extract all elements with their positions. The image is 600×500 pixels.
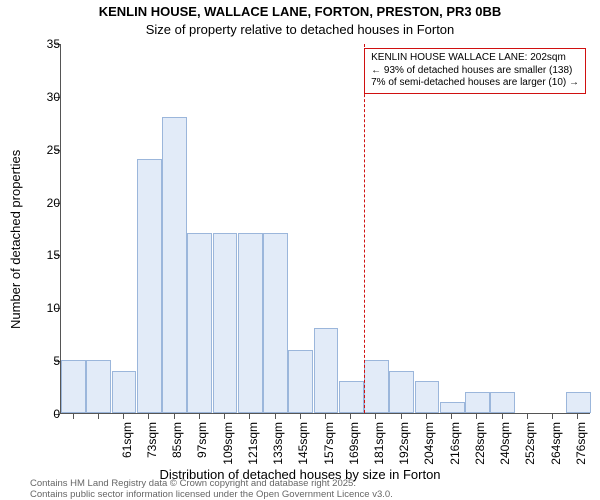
x-tick xyxy=(123,414,124,419)
bar xyxy=(213,233,238,413)
annotation-line: 7% of semi-detached houses are larger (1… xyxy=(371,77,579,90)
x-tick xyxy=(476,414,477,419)
annotation-line: ← 93% of detached houses are smaller (13… xyxy=(371,65,579,78)
x-tick xyxy=(224,414,225,419)
x-tick xyxy=(350,414,351,419)
bar xyxy=(314,328,339,413)
bar xyxy=(263,233,288,413)
x-tick xyxy=(98,414,99,419)
y-tick-label: 0 xyxy=(28,407,60,421)
x-tick xyxy=(148,414,149,419)
x-tick-label: 181sqm xyxy=(372,422,386,472)
x-tick-label: 61sqm xyxy=(120,422,134,472)
bars-group xyxy=(61,44,590,413)
bar xyxy=(112,371,137,413)
bar xyxy=(389,371,414,413)
x-tick xyxy=(577,414,578,419)
x-tick-label: 252sqm xyxy=(523,422,537,472)
bar xyxy=(288,350,313,413)
page-title: KENLIN HOUSE, WALLACE LANE, FORTON, PRES… xyxy=(0,4,600,19)
x-tick xyxy=(502,414,503,419)
bar xyxy=(415,381,440,413)
x-tick xyxy=(73,414,74,419)
x-tick xyxy=(174,414,175,419)
y-tick-label: 10 xyxy=(28,301,60,315)
y-tick-label: 20 xyxy=(28,196,60,210)
y-tick-label: 5 xyxy=(28,354,60,368)
x-tick-label: 97sqm xyxy=(195,422,209,472)
x-tick-label: 121sqm xyxy=(246,422,260,472)
x-tick xyxy=(552,414,553,419)
x-tick xyxy=(300,414,301,419)
bar xyxy=(465,392,490,413)
x-tick xyxy=(199,414,200,419)
x-tick xyxy=(426,414,427,419)
footer-line: Contains public sector information licen… xyxy=(30,490,393,500)
footer-attribution: Contains HM Land Registry data © Crown c… xyxy=(30,479,393,500)
bar xyxy=(490,392,515,413)
y-tick-label: 15 xyxy=(28,248,60,262)
footer-line: Contains HM Land Registry data © Crown c… xyxy=(30,479,393,489)
x-tick-label: 109sqm xyxy=(221,422,235,472)
x-tick-label: 204sqm xyxy=(422,422,436,472)
y-tick-label: 30 xyxy=(28,90,60,104)
x-tick xyxy=(401,414,402,419)
x-tick xyxy=(375,414,376,419)
y-tick-label: 25 xyxy=(28,143,60,157)
bar xyxy=(440,402,465,413)
x-tick-label: 192sqm xyxy=(397,422,411,472)
y-tick-label: 35 xyxy=(28,37,60,51)
bar xyxy=(162,117,187,413)
chart-container: KENLIN HOUSE, WALLACE LANE, FORTON, PRES… xyxy=(0,0,600,500)
bar xyxy=(566,392,591,413)
x-tick xyxy=(451,414,452,419)
reference-line xyxy=(364,44,365,413)
bar xyxy=(364,360,389,413)
x-tick-label: 169sqm xyxy=(347,422,361,472)
x-tick-label: 264sqm xyxy=(549,422,563,472)
y-axis-label: Number of detached properties xyxy=(8,150,23,329)
x-tick xyxy=(527,414,528,419)
x-tick-label: 145sqm xyxy=(296,422,310,472)
annotation-line: KENLIN HOUSE WALLACE LANE: 202sqm xyxy=(371,52,579,65)
bar xyxy=(86,360,111,413)
page-subtitle: Size of property relative to detached ho… xyxy=(0,22,600,37)
bar xyxy=(61,360,86,413)
bar xyxy=(238,233,263,413)
x-tick xyxy=(249,414,250,419)
bar xyxy=(339,381,364,413)
x-tick-label: 133sqm xyxy=(271,422,285,472)
x-tick-label: 85sqm xyxy=(170,422,184,472)
x-tick-label: 276sqm xyxy=(574,422,588,472)
x-tick-label: 240sqm xyxy=(498,422,512,472)
plot-area: KENLIN HOUSE WALLACE LANE: 202sqm ← 93% … xyxy=(60,44,590,414)
x-tick xyxy=(275,414,276,419)
bar xyxy=(187,233,212,413)
x-tick-label: 73sqm xyxy=(145,422,159,472)
bar xyxy=(137,159,162,413)
x-tick xyxy=(325,414,326,419)
x-tick-label: 216sqm xyxy=(448,422,462,472)
x-tick-label: 157sqm xyxy=(322,422,336,472)
x-tick-label: 228sqm xyxy=(473,422,487,472)
annotation-box: KENLIN HOUSE WALLACE LANE: 202sqm ← 93% … xyxy=(364,48,586,94)
